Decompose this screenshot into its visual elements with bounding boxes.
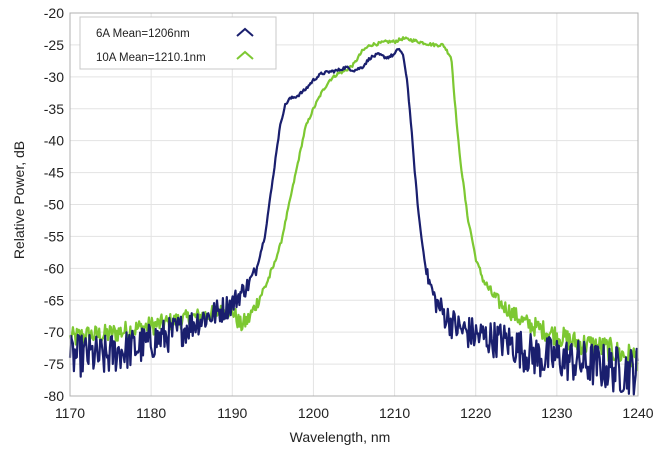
y-tick-label: -20 bbox=[44, 5, 64, 21]
y-tick-label: -50 bbox=[44, 197, 64, 213]
y-tick-label: -40 bbox=[44, 133, 64, 149]
legend-box bbox=[79, 16, 277, 70]
x-tick-label: 1240 bbox=[622, 405, 653, 421]
x-tick-label: 1200 bbox=[298, 405, 329, 421]
y-tick-label: -45 bbox=[44, 165, 64, 181]
y-tick-label: -80 bbox=[44, 388, 64, 404]
legend-label-6a: 6A Mean=1206nm bbox=[96, 28, 190, 40]
legend-label-10a: 10A Mean=1210.1nm bbox=[96, 52, 206, 64]
series-layer bbox=[68, 36, 639, 396]
legend-marker-10a bbox=[236, 50, 254, 60]
x-axis-title: Wavelength, nm bbox=[290, 429, 391, 445]
y-tick-label: -65 bbox=[44, 292, 64, 308]
legend-marker-6a bbox=[236, 27, 254, 37]
series-line-10a bbox=[68, 36, 639, 372]
x-tick-label: 1210 bbox=[379, 405, 410, 421]
x-tick-label: 1170 bbox=[55, 405, 85, 421]
y-tick-label: -75 bbox=[44, 356, 64, 372]
y-tick-label: -30 bbox=[44, 69, 64, 85]
y-tick-label: -60 bbox=[44, 260, 64, 276]
y-axis-title: Relative Power, dB bbox=[11, 141, 27, 259]
y-tick-label: -55 bbox=[44, 228, 64, 244]
series-line-6a bbox=[68, 47, 639, 396]
x-tick-label: 1230 bbox=[541, 405, 572, 421]
y-axis: -80 -75 -70 -65 -60 -55 -50 -45 -40 -35 -30 -25 -20 bbox=[44, 5, 64, 404]
x-tick-label: 1220 bbox=[460, 405, 491, 421]
x-axis: 1170 1180 1190 1200 1210 1220 1230 1240 bbox=[55, 405, 654, 421]
y-tick-label: -25 bbox=[44, 37, 64, 53]
plot-frame bbox=[69, 12, 639, 397]
x-tick-label: 1190 bbox=[217, 405, 247, 421]
x-tick-label: 1180 bbox=[136, 405, 166, 421]
y-tick-label: -70 bbox=[44, 324, 64, 340]
legend: 6A Mean=1206nm 10A Mean=1210.1nm bbox=[79, 16, 277, 70]
y-tick-label: -35 bbox=[44, 101, 64, 117]
